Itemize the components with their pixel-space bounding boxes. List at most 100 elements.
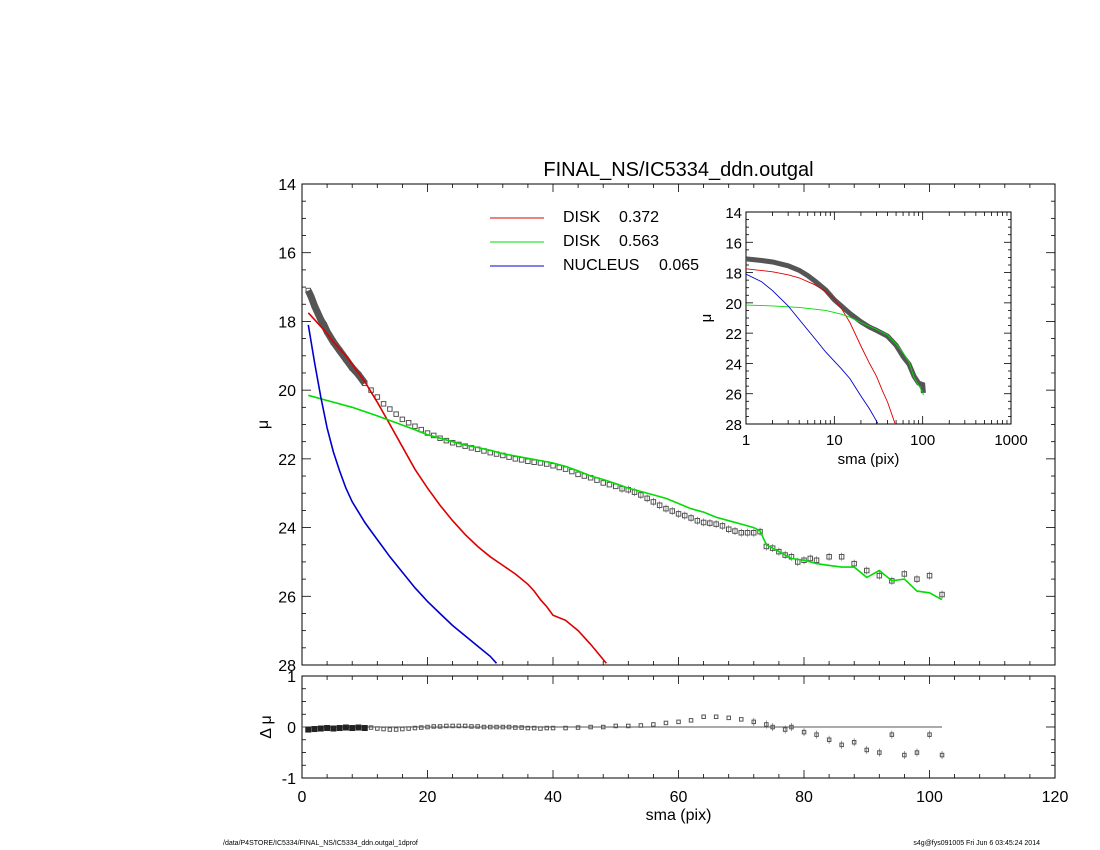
- inset-panel: 14 16 18 20 22 24 26 281 10 100 1000 sma (pix) μ: [698, 205, 1028, 468]
- residual-point: [381, 726, 386, 732]
- residual-point: [494, 724, 499, 730]
- inset-y-axis-label: μ: [698, 314, 715, 323]
- chart-title: FINAL_NS/IC5334_ddn.outgal: [543, 159, 813, 181]
- residual-point: [305, 726, 312, 733]
- inset-y-tick-label: 20: [725, 296, 742, 313]
- x-tick-label: 100: [916, 789, 943, 806]
- residual-point: [349, 725, 356, 732]
- observed-point: [374, 394, 381, 400]
- residual-point: [450, 723, 455, 729]
- residual-point: [550, 725, 556, 731]
- main-panel: 14 16 18 20 22 24 26 28 FINAL_NS/IC5334_ddn.outg…: [255, 159, 1056, 675]
- observed-point: [531, 459, 537, 465]
- observed-point: [412, 423, 418, 429]
- inset-data: [746, 256, 926, 424]
- residual-point: [531, 725, 537, 731]
- series-line-1: [307, 312, 607, 664]
- residual-point: [726, 715, 731, 721]
- legend-value-3: 0.065: [659, 257, 699, 274]
- residual-point: [387, 727, 393, 732]
- residual-point: [676, 719, 681, 725]
- residual-point: [324, 725, 331, 732]
- residual-point: [317, 725, 324, 732]
- residual-point: [336, 725, 343, 732]
- residual-point: [400, 726, 405, 732]
- residual-point: [456, 723, 462, 729]
- observed-point: [399, 416, 406, 423]
- residual-point: [342, 724, 349, 731]
- residual-point: [375, 726, 380, 731]
- residual-point: [431, 724, 436, 729]
- residual-point: [626, 723, 631, 729]
- residual-y-axis-label: Δ μ: [258, 715, 275, 738]
- observed-point: [318, 317, 324, 323]
- x-tick-label: 80: [795, 789, 813, 806]
- x-tick-label: 120: [1042, 789, 1069, 806]
- residual-y-tick-label: 1: [287, 669, 296, 686]
- residual-point: [513, 725, 518, 730]
- inset-y-tick-label: 14: [725, 205, 742, 222]
- x-tick-label: 60: [670, 789, 688, 806]
- x-axis-label: sma (pix): [646, 807, 712, 824]
- observed-point: [330, 339, 337, 345]
- residual-point: [525, 725, 531, 731]
- residual-point: [739, 717, 744, 722]
- residual-point: [538, 726, 543, 731]
- inset-y-tick-label: 22: [725, 326, 742, 343]
- residual-point: [361, 725, 368, 732]
- main-y-tick-label: 28: [278, 658, 296, 675]
- residual-point: [544, 725, 549, 731]
- footer-filepath: /data/P4STORE/IC5334/FINAL_NS/IC5334_ddn…: [223, 840, 418, 847]
- legend-name-2: DISK: [563, 233, 601, 250]
- main-y-tick-label: 26: [278, 589, 296, 606]
- residual-point: [406, 726, 411, 731]
- main-y-tick-label: 24: [278, 521, 296, 538]
- residual-point: [638, 723, 644, 728]
- residual-point: [412, 725, 418, 731]
- residual-point: [437, 724, 443, 729]
- residual-point: [368, 725, 374, 730]
- residual-point: [500, 724, 506, 730]
- residual-point: [475, 724, 480, 729]
- series-line-3: [307, 324, 498, 664]
- x-tick-label: 40: [544, 789, 562, 806]
- inset-y-tick-label: 26: [725, 387, 742, 404]
- observed-point: [387, 406, 393, 412]
- observed-point: [393, 411, 399, 417]
- residual-point: [481, 724, 487, 730]
- residual-point: [425, 724, 430, 730]
- inset-x-tick-label: 100: [910, 432, 935, 449]
- inset-y-tick-label: 28: [725, 417, 742, 434]
- footer-timestamp: s4g@fys091005 Fri Jun 6 03:45:24 2014: [913, 840, 1040, 847]
- inset-series-line-2: [746, 304, 924, 396]
- observed-point: [305, 287, 311, 294]
- residual-point: [419, 725, 424, 730]
- residual-point: [713, 714, 719, 719]
- residual-point: [488, 724, 493, 730]
- residual-point: [506, 724, 512, 730]
- residual-point: [393, 727, 399, 732]
- observed-point: [606, 481, 613, 488]
- legend-value-1: 0.372: [619, 209, 659, 226]
- residual-point: [663, 720, 669, 726]
- inset-series-line-1: [746, 268, 896, 424]
- residual-point: [311, 726, 318, 733]
- residual-y-tick-label: 0: [287, 720, 296, 737]
- residual-point: [462, 723, 468, 729]
- inset-y-tick-label: 18: [725, 266, 742, 283]
- residual-point: [563, 725, 568, 731]
- inset-x-axis-label: sma (pix): [838, 451, 900, 468]
- observed-point: [311, 303, 318, 309]
- observed-dense-band: [305, 289, 368, 386]
- legend: DISK 0.372 DISK 0.563 NUCLEUS 0.065: [490, 209, 699, 274]
- observed-point: [575, 471, 581, 478]
- main-y-tick-label: 18: [278, 314, 296, 331]
- residual-point: [469, 724, 474, 729]
- observed-point: [314, 310, 321, 316]
- residual-point: [355, 724, 362, 731]
- x-tick-label: 20: [419, 789, 437, 806]
- residual-point: [651, 722, 656, 727]
- x-tick-label: 0: [298, 789, 307, 806]
